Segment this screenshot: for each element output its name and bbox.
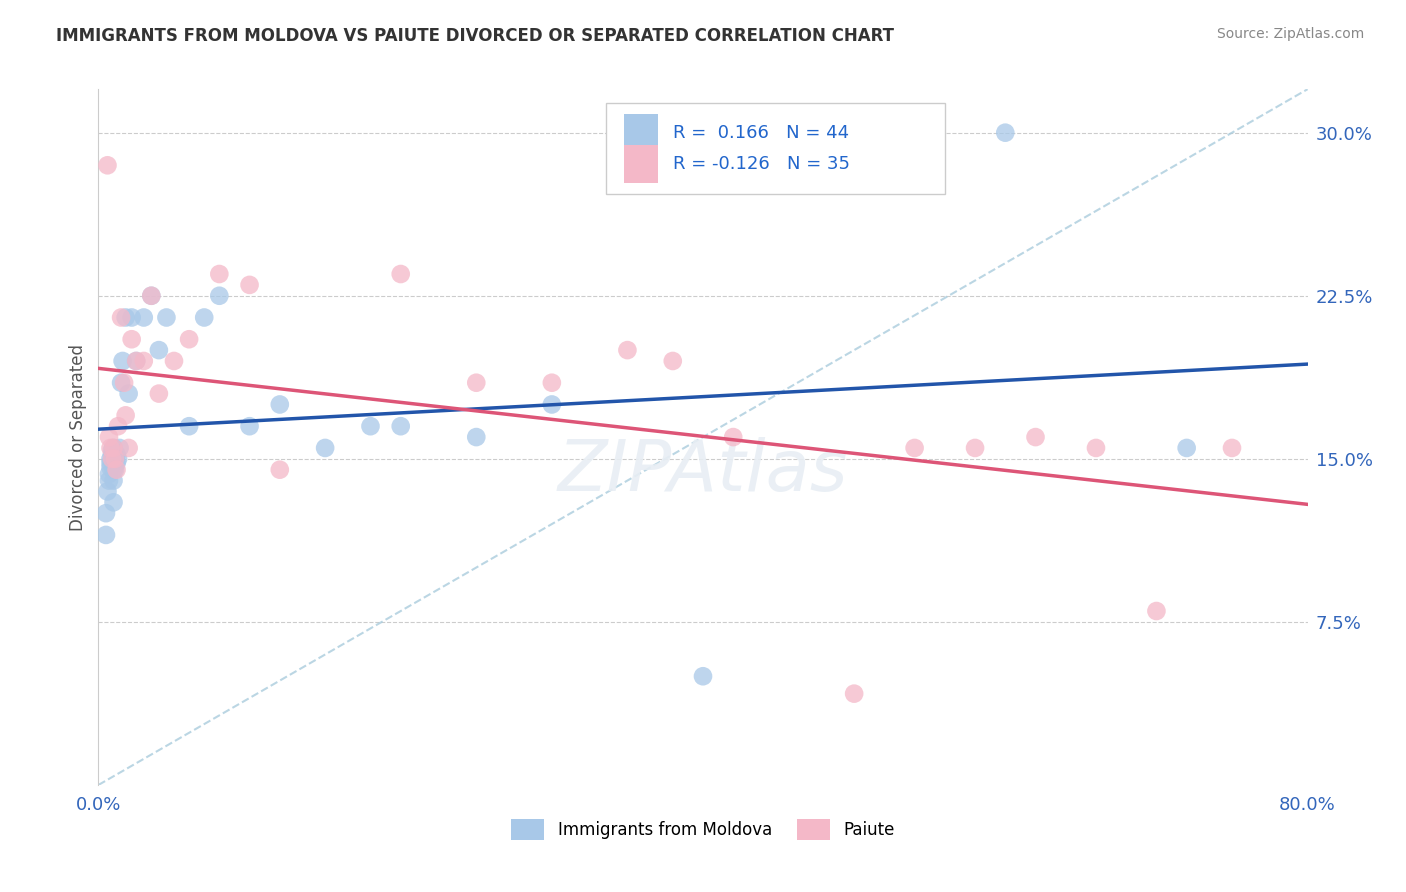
Point — [121, 332, 143, 346]
Text: IMMIGRANTS FROM MOLDOVA VS PAIUTE DIVORCED OR SEPARATED CORRELATION CHART: IMMIGRANTS FROM MOLDOVA VS PAIUTE DIVORC… — [56, 27, 894, 45]
Point — [208, 289, 231, 303]
Point — [108, 441, 131, 455]
Point — [94, 506, 117, 520]
Point — [540, 376, 562, 390]
Point — [101, 447, 124, 462]
Point — [132, 310, 155, 325]
Point — [616, 343, 638, 357]
Point — [389, 267, 412, 281]
Point — [100, 451, 122, 466]
Point — [104, 451, 127, 466]
Point — [107, 419, 129, 434]
Point — [994, 126, 1017, 140]
FancyBboxPatch shape — [624, 113, 658, 152]
Point — [111, 354, 134, 368]
Point — [104, 463, 127, 477]
Point — [107, 451, 129, 466]
Point — [465, 376, 488, 390]
Point — [100, 441, 122, 455]
Point — [360, 419, 382, 434]
Point — [723, 430, 745, 444]
Point — [661, 354, 683, 368]
Point — [125, 354, 148, 368]
FancyBboxPatch shape — [624, 145, 658, 183]
Point — [100, 460, 122, 475]
Point — [101, 451, 124, 466]
Point — [141, 289, 163, 303]
Point — [104, 451, 127, 466]
Point — [208, 267, 231, 281]
Point — [904, 441, 927, 455]
Point — [118, 386, 141, 401]
Point — [96, 158, 118, 172]
Point — [94, 528, 117, 542]
Point — [105, 447, 128, 462]
Point — [844, 687, 866, 701]
Point — [179, 332, 201, 346]
Point — [1220, 441, 1243, 455]
Point — [98, 430, 121, 444]
Point — [141, 289, 163, 303]
Point — [100, 456, 122, 470]
Point — [110, 376, 132, 390]
Y-axis label: Divorced or Separated: Divorced or Separated — [69, 343, 87, 531]
Text: R = -0.126   N = 35: R = -0.126 N = 35 — [673, 155, 849, 173]
Point — [114, 409, 136, 423]
Point — [103, 441, 125, 455]
Point — [269, 397, 291, 411]
Point — [314, 441, 336, 455]
Point — [239, 419, 262, 434]
Point — [105, 463, 128, 477]
Point — [163, 354, 186, 368]
Point — [101, 443, 124, 458]
Point — [692, 669, 714, 683]
Point — [179, 419, 201, 434]
Text: R =  0.166   N = 44: R = 0.166 N = 44 — [673, 124, 849, 142]
Point — [389, 419, 412, 434]
Point — [1085, 441, 1108, 455]
Point — [118, 441, 141, 455]
Point — [1175, 441, 1198, 455]
Text: ZIPAtlas: ZIPAtlas — [558, 437, 848, 507]
Point — [114, 310, 136, 325]
Point — [465, 430, 488, 444]
Point — [103, 474, 125, 488]
Point — [269, 463, 291, 477]
Point — [98, 474, 121, 488]
Point — [132, 354, 155, 368]
Point — [540, 397, 562, 411]
Point — [125, 354, 148, 368]
Point — [1024, 430, 1046, 444]
Point — [112, 376, 135, 390]
Point — [148, 386, 170, 401]
FancyBboxPatch shape — [606, 103, 945, 194]
Point — [103, 451, 125, 466]
Point — [239, 277, 262, 292]
Point — [121, 310, 143, 325]
Point — [155, 310, 177, 325]
Point — [105, 456, 128, 470]
Point — [965, 441, 987, 455]
Text: Source: ZipAtlas.com: Source: ZipAtlas.com — [1216, 27, 1364, 41]
Legend: Immigrants from Moldova, Paiute: Immigrants from Moldova, Paiute — [505, 813, 901, 847]
Point — [1144, 604, 1167, 618]
Point — [148, 343, 170, 357]
Point — [110, 310, 132, 325]
Point — [98, 467, 121, 481]
Point — [103, 495, 125, 509]
Point — [193, 310, 215, 325]
Point — [103, 441, 125, 455]
Point — [96, 484, 118, 499]
Point — [103, 463, 125, 477]
